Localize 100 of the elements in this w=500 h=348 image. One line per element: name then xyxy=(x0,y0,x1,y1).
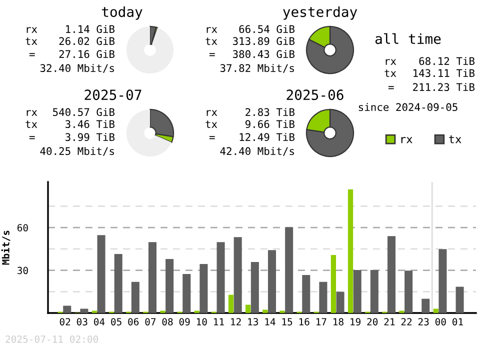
legend-label: tx xyxy=(449,135,462,144)
text: = xyxy=(209,53,215,56)
bar xyxy=(285,227,294,313)
bar xyxy=(234,237,242,313)
text: tx xyxy=(26,38,38,45)
bar xyxy=(246,304,251,313)
donut-slice xyxy=(306,108,354,158)
bar xyxy=(250,262,259,313)
bar xyxy=(353,270,362,313)
text: 32.40 Mbit/s xyxy=(40,64,114,73)
text: 40.25 Mbit/s xyxy=(40,146,114,156)
x-tick-label: 21 xyxy=(384,318,395,326)
x-tick-label: 11 xyxy=(214,318,224,326)
text: all time xyxy=(375,33,441,44)
x-tick-label: 03 xyxy=(76,318,88,326)
x-tick-label: 01 xyxy=(452,318,463,326)
text: since 2024-09-05 xyxy=(358,102,458,112)
text: 9.66 TiB xyxy=(245,120,295,128)
x-tick-label: 14 xyxy=(265,318,276,326)
bar xyxy=(387,236,396,313)
bar xyxy=(348,189,354,313)
bar xyxy=(370,270,378,313)
bar xyxy=(228,294,234,313)
text: tx xyxy=(206,120,218,128)
bar xyxy=(438,249,447,313)
bar xyxy=(131,282,140,313)
text: 37.82 Mbit/s xyxy=(220,64,294,73)
text: 26.02 GiB xyxy=(59,36,115,46)
text: = xyxy=(388,86,394,90)
x-tick-label: 20 xyxy=(367,318,378,326)
bar xyxy=(336,292,344,313)
bar xyxy=(182,274,191,313)
text: 313.89 GiB xyxy=(232,36,295,46)
x-tick-label: 19 xyxy=(350,318,360,326)
text: 3.46 TiB xyxy=(66,120,115,128)
text: 540.57 GiB xyxy=(53,108,115,116)
text: rx xyxy=(206,110,218,116)
bar xyxy=(200,264,208,313)
donut-slice xyxy=(126,109,172,157)
text: = xyxy=(29,136,35,140)
bar xyxy=(319,282,328,313)
text: 3.99 TiB xyxy=(66,132,115,142)
bar xyxy=(404,270,413,313)
text: rx xyxy=(386,59,396,65)
y-tick-label: 30 xyxy=(18,266,28,274)
text: 2.83 TiB xyxy=(246,108,295,116)
bar xyxy=(433,308,438,313)
text: = xyxy=(29,53,35,56)
text: 66.54 GiB xyxy=(239,24,295,34)
chart-title: yesterday xyxy=(283,6,358,20)
x-tick-label: 18 xyxy=(334,318,344,326)
text: rx xyxy=(26,27,38,33)
bar xyxy=(262,310,268,313)
text: 42.40 Mbit/s xyxy=(220,146,294,156)
chart-title: 2025-07 xyxy=(84,90,142,100)
x-tick-label: 08 xyxy=(162,318,173,326)
text: 27.16 GiB xyxy=(59,50,115,58)
donut-slice xyxy=(306,26,354,74)
chart-title: today xyxy=(102,6,142,20)
text: = xyxy=(209,136,215,140)
x-tick-label: 07 xyxy=(145,318,156,326)
text: 68.12 TiB xyxy=(419,56,475,66)
bar xyxy=(330,255,336,313)
x-tick-label: 13 xyxy=(248,318,258,326)
text: tx xyxy=(26,120,38,128)
text: tx xyxy=(384,70,396,77)
x-tick-label: 22 xyxy=(401,318,412,326)
x-tick-label: 09 xyxy=(179,318,190,326)
bar xyxy=(63,306,72,313)
donut-slice xyxy=(126,26,174,74)
y-axis-title: Mbit/s xyxy=(1,230,10,265)
x-tick-label: 06 xyxy=(128,318,139,326)
y-tick-label: 60 xyxy=(17,224,28,232)
text: rx xyxy=(26,110,38,116)
text: 211.23 TiB xyxy=(413,82,475,92)
x-tick-label: 02 xyxy=(60,318,70,326)
chart-title: 2025-06 xyxy=(286,90,344,100)
x-tick-label: 00 xyxy=(435,318,446,326)
bar xyxy=(422,298,430,313)
text: rx xyxy=(206,27,218,33)
text: 380.43 GiB xyxy=(232,50,295,58)
bar xyxy=(166,259,174,313)
text: 1.14 GiB xyxy=(66,24,115,34)
text: 143.11 TiB xyxy=(414,68,475,78)
x-tick-label: 23 xyxy=(418,318,429,326)
x-tick-label: 04 xyxy=(94,318,105,326)
bar xyxy=(216,242,225,313)
x-tick-label: 16 xyxy=(299,318,310,326)
bar xyxy=(148,242,156,313)
text: 12.49 TiB xyxy=(240,132,295,142)
x-tick-label: 17 xyxy=(316,318,326,326)
legend-label: rx xyxy=(401,136,412,144)
bar xyxy=(80,308,88,313)
bar xyxy=(456,286,464,313)
text: tx xyxy=(206,38,218,45)
bar xyxy=(114,254,122,313)
x-tick-label: 05 xyxy=(111,318,122,326)
bar xyxy=(97,235,106,313)
bar xyxy=(302,274,310,313)
x-tick-label: 15 xyxy=(282,318,292,326)
